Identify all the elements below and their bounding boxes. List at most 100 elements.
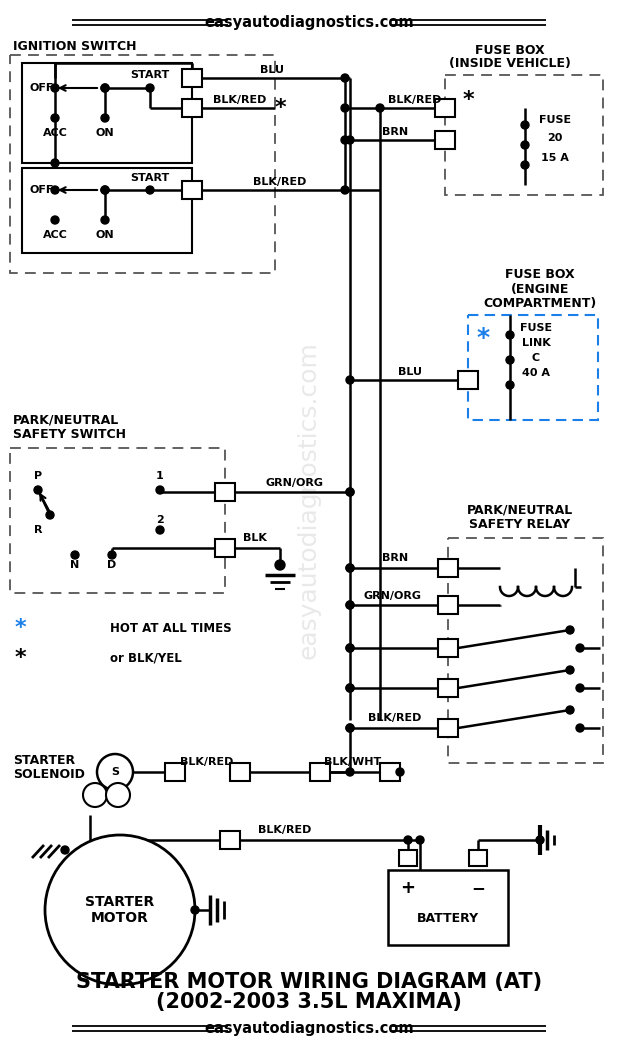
Bar bbox=[215, 539, 235, 556]
Circle shape bbox=[346, 684, 354, 692]
Text: easyautodiagnostics.com: easyautodiagnostics.com bbox=[297, 341, 321, 659]
Circle shape bbox=[45, 835, 195, 985]
Circle shape bbox=[346, 644, 354, 652]
Text: ON: ON bbox=[96, 128, 114, 138]
Circle shape bbox=[34, 486, 42, 494]
Text: BLK/WHT: BLK/WHT bbox=[324, 757, 382, 766]
Text: *: * bbox=[14, 618, 26, 638]
Text: S: S bbox=[111, 766, 119, 777]
Text: 1: 1 bbox=[156, 471, 164, 481]
Circle shape bbox=[346, 684, 354, 692]
Text: START: START bbox=[130, 70, 169, 80]
Bar bbox=[438, 639, 458, 657]
Bar bbox=[215, 483, 235, 501]
Text: PARK/NEUTRAL: PARK/NEUTRAL bbox=[467, 504, 573, 517]
Text: GRN/ORG: GRN/ORG bbox=[266, 478, 324, 488]
Circle shape bbox=[51, 186, 59, 194]
Text: *: * bbox=[274, 98, 286, 118]
Text: BLK/RED: BLK/RED bbox=[388, 94, 442, 105]
Text: BATTERY: BATTERY bbox=[417, 911, 479, 924]
Circle shape bbox=[376, 104, 384, 112]
Text: BLK/RED: BLK/RED bbox=[213, 94, 267, 105]
Circle shape bbox=[506, 331, 514, 339]
Text: BLU: BLU bbox=[260, 65, 284, 75]
Bar bbox=[445, 75, 603, 195]
Circle shape bbox=[576, 684, 584, 692]
Circle shape bbox=[346, 564, 354, 572]
Bar bbox=[388, 870, 508, 945]
Bar bbox=[469, 850, 487, 866]
Circle shape bbox=[566, 706, 574, 714]
Text: SAFETY RELAY: SAFETY RELAY bbox=[470, 518, 570, 530]
Text: 2: 2 bbox=[156, 514, 164, 525]
Text: BLK/RED: BLK/RED bbox=[258, 825, 311, 835]
Text: +: + bbox=[400, 879, 415, 897]
Circle shape bbox=[341, 136, 349, 144]
Circle shape bbox=[576, 724, 584, 732]
Text: OFF: OFF bbox=[30, 83, 54, 93]
Text: BLK: BLK bbox=[243, 533, 267, 543]
Circle shape bbox=[346, 376, 354, 384]
Circle shape bbox=[51, 216, 59, 224]
Text: R: R bbox=[34, 525, 42, 536]
Text: START: START bbox=[130, 173, 169, 183]
Text: BLU: BLU bbox=[398, 368, 422, 377]
Bar bbox=[438, 596, 458, 614]
Circle shape bbox=[97, 754, 133, 790]
Circle shape bbox=[83, 783, 107, 807]
Circle shape bbox=[521, 161, 529, 169]
Text: (2002-2003 3.5L MAXIMA): (2002-2003 3.5L MAXIMA) bbox=[156, 992, 462, 1012]
Text: BLK/RED: BLK/RED bbox=[180, 757, 234, 766]
Circle shape bbox=[191, 906, 199, 914]
Text: OFF: OFF bbox=[30, 185, 54, 195]
Circle shape bbox=[346, 724, 354, 732]
Circle shape bbox=[416, 836, 424, 844]
Text: BRN: BRN bbox=[382, 553, 408, 563]
Text: −: − bbox=[471, 879, 485, 897]
Bar bbox=[10, 448, 225, 593]
Circle shape bbox=[506, 381, 514, 388]
Circle shape bbox=[341, 104, 349, 112]
Text: easyautodiagnostics.com: easyautodiagnostics.com bbox=[204, 15, 414, 29]
Text: *: * bbox=[14, 648, 26, 668]
Text: ON: ON bbox=[96, 230, 114, 240]
Circle shape bbox=[146, 84, 154, 92]
Circle shape bbox=[536, 836, 544, 844]
Circle shape bbox=[46, 511, 54, 519]
Bar bbox=[435, 99, 455, 117]
Text: SAFETY SWITCH: SAFETY SWITCH bbox=[13, 427, 126, 441]
Circle shape bbox=[396, 768, 404, 776]
Text: BRN: BRN bbox=[382, 127, 408, 136]
Circle shape bbox=[346, 564, 354, 572]
Text: BLK/RED: BLK/RED bbox=[368, 713, 421, 723]
Text: LINK: LINK bbox=[522, 338, 551, 348]
Text: PARK/NEUTRAL: PARK/NEUTRAL bbox=[13, 414, 119, 426]
Text: FUSE BOX: FUSE BOX bbox=[505, 269, 575, 281]
Bar bbox=[438, 559, 458, 578]
Circle shape bbox=[566, 666, 574, 674]
Circle shape bbox=[341, 74, 349, 82]
Bar bbox=[438, 719, 458, 737]
Text: N: N bbox=[70, 560, 80, 570]
Text: D: D bbox=[108, 560, 117, 570]
Text: C: C bbox=[532, 353, 540, 363]
Bar bbox=[468, 315, 598, 420]
Bar bbox=[438, 679, 458, 697]
Bar bbox=[10, 55, 275, 273]
Circle shape bbox=[108, 551, 116, 559]
Text: ACC: ACC bbox=[43, 230, 67, 240]
Bar bbox=[230, 763, 250, 781]
Circle shape bbox=[346, 601, 354, 609]
Circle shape bbox=[346, 724, 354, 732]
Circle shape bbox=[51, 159, 59, 167]
Circle shape bbox=[51, 84, 59, 92]
Circle shape bbox=[71, 551, 79, 559]
Bar bbox=[22, 168, 192, 253]
Bar bbox=[22, 63, 192, 163]
Text: P: P bbox=[34, 471, 42, 481]
Text: *: * bbox=[462, 90, 474, 110]
Text: STARTER MOTOR WIRING DIAGRAM (AT): STARTER MOTOR WIRING DIAGRAM (AT) bbox=[76, 972, 542, 992]
Text: SOLENOID: SOLENOID bbox=[13, 768, 85, 780]
Bar bbox=[182, 69, 202, 87]
Circle shape bbox=[346, 488, 354, 496]
